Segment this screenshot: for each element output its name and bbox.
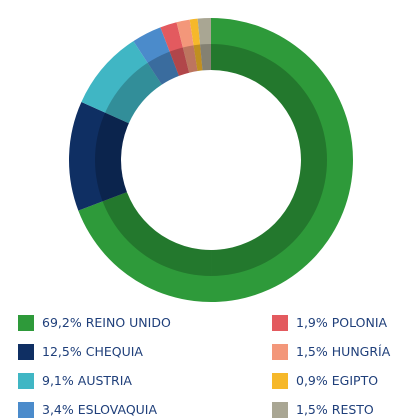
legend-label: 1,5% RESTO [296, 402, 374, 417]
legend-swatch [18, 402, 34, 418]
donut [69, 18, 353, 302]
legend-swatch [272, 315, 288, 331]
legend-name: REINO UNIDO [86, 315, 171, 330]
legend-label: 1,5% HUNGRÍA [296, 344, 391, 359]
legend-label: 1,9% POLONIA [296, 315, 388, 330]
legend-value: 1,9% [296, 315, 328, 330]
legend-label: 69,2% REINO UNIDO [42, 315, 171, 330]
legend-swatch [18, 344, 34, 360]
legend-label: 9,1% AUSTRIA [42, 373, 132, 388]
legend-label: 12,5% CHEQUIA [42, 344, 143, 359]
legend-value: 1,5% [296, 344, 328, 359]
legend-name: POLONIA [332, 315, 388, 330]
legend-swatch [272, 344, 288, 360]
donut-segment [69, 101, 129, 211]
legend-value: 3,4% [42, 402, 74, 417]
legend-swatch [272, 402, 288, 418]
legend-value: 69,2% [42, 315, 82, 330]
legend-name: ESLOVAQUIA [78, 402, 158, 417]
donut-segment [78, 18, 353, 302]
legend-name: CHEQUIA [86, 344, 144, 359]
legend-value: 0,9% [296, 373, 328, 388]
donut-segment [176, 19, 198, 73]
legend: 69,2% REINO UNIDO 12,5% CHEQUIA 9,1% AUSTRIA 3… [18, 315, 391, 418]
legend-label: 3,4% ESLOVAQUIA [42, 402, 157, 417]
inner-shade [94, 43, 328, 276]
legend-name: EGIPTO [332, 373, 378, 388]
legend-value: 1,5% [296, 402, 328, 417]
legend-swatch [18, 373, 34, 389]
legend-swatch [272, 373, 288, 389]
legend-name: HUNGRÍA [332, 344, 391, 359]
donut-segment [197, 18, 211, 71]
donut-segment [81, 41, 162, 124]
legend-value: 9,1% [42, 373, 74, 388]
legend-label: 0,9% EGIPTO [296, 373, 378, 388]
legend-value: 12,5% [42, 344, 82, 359]
donut-segment [133, 27, 179, 85]
donut-segment [160, 22, 190, 76]
legend-name: RESTO [332, 402, 374, 417]
legend-swatch [18, 315, 34, 331]
legend-name: AUSTRIA [78, 373, 133, 388]
donut-segment [189, 18, 203, 72]
